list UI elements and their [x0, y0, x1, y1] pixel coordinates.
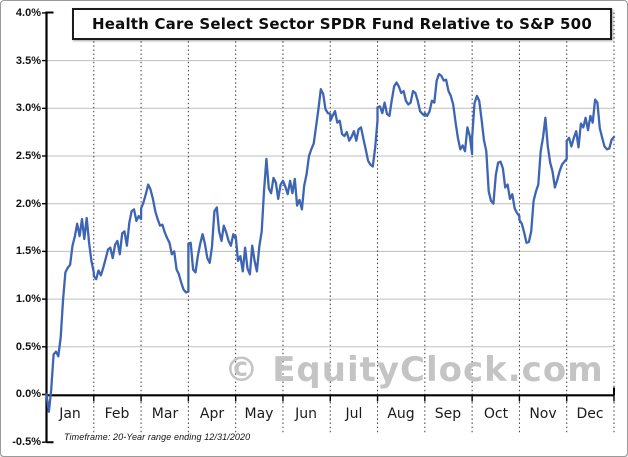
x-axis-month-label: Apr	[199, 406, 225, 422]
x-axis-month-label: Nov	[529, 406, 557, 422]
y-tick-label: 1.0%	[15, 293, 41, 305]
month-separator-gridlines	[93, 12, 615, 434]
x-axis-month-label: Jun	[295, 406, 317, 422]
chart-title: Health Care Select Sector SPDR Fund Rela…	[72, 8, 612, 40]
y-tick-label: 2.0%	[15, 198, 41, 210]
y-tick-label: 2.5%	[15, 150, 41, 162]
watermark-text: © EquityClock.com	[224, 350, 603, 390]
axes	[42, 11, 615, 444]
x-axis-month-label: Aug	[387, 406, 415, 422]
y-tick-label: 3.0%	[15, 102, 41, 114]
x-axis-month-label: May	[244, 406, 274, 422]
timeframe-note: Timeframe: 20-Year range ending 12/31/20…	[64, 432, 251, 442]
y-tick-label: 4.0%	[15, 7, 41, 19]
x-axis-month-label: Mar	[151, 406, 179, 422]
x-axis-month-label: Dec	[576, 406, 604, 422]
y-tick-label: 0.0%	[15, 388, 41, 400]
y-tick-label: 1.5%	[15, 245, 41, 257]
x-axis-month-label: Jul	[345, 406, 363, 422]
y-tick-label: -0.5%	[12, 436, 41, 448]
x-axis-month-label: Oct	[483, 406, 509, 422]
x-axis-month-label: Feb	[104, 406, 130, 422]
data-series-line	[45, 72, 616, 413]
y-tick-label: 0.5%	[15, 341, 41, 353]
y-tick-label: 3.5%	[15, 55, 41, 67]
x-axis-month-label: Sep	[434, 406, 462, 422]
x-axis-month-label: Jan	[59, 406, 81, 422]
